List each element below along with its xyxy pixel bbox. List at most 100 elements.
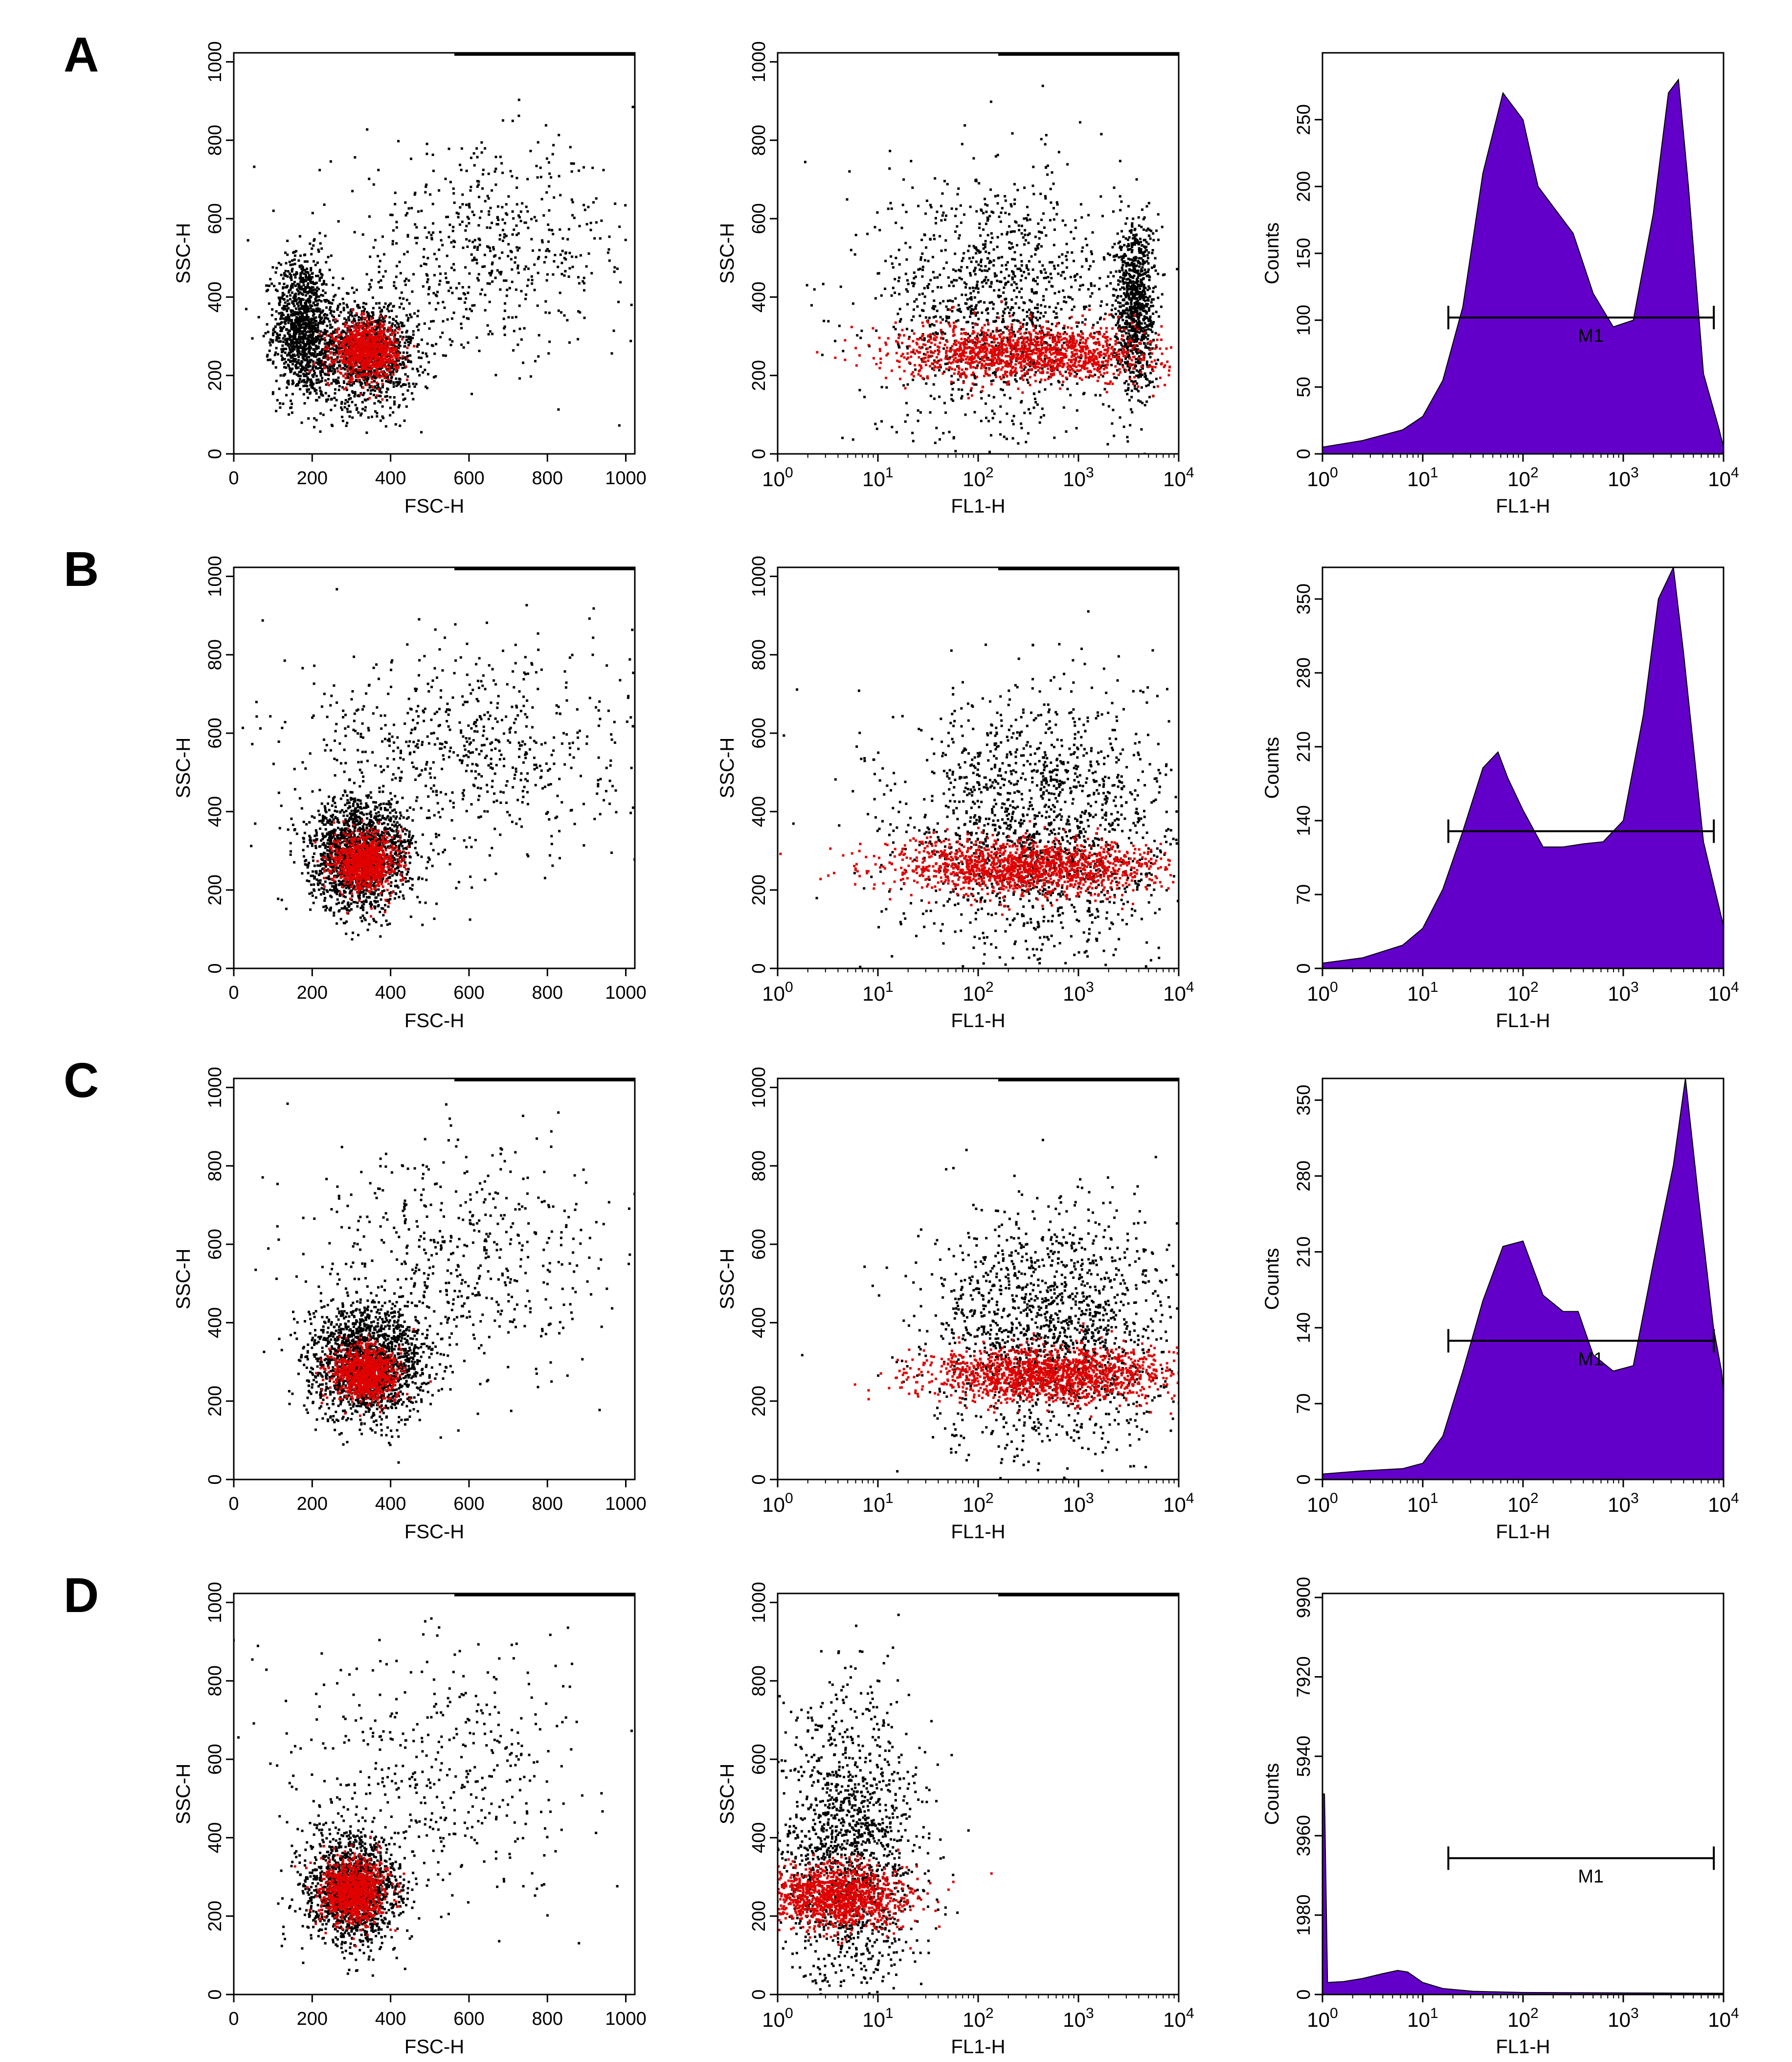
x-axis-label: FL1-H (1496, 495, 1550, 517)
scatter-cluster-ungated (778, 1614, 970, 1995)
y-tick-label: 0 (205, 1474, 225, 1484)
y-tick-label: 0 (1294, 1989, 1314, 1999)
y-axis-label: SSC-H (173, 1249, 194, 1309)
y-tick-label: 100 (1294, 305, 1314, 336)
x-tick-label: 102 (963, 1490, 993, 1516)
y-tick-label: 400 (205, 1307, 225, 1338)
saturation-band (998, 1593, 1179, 1596)
plot-frame (233, 1077, 636, 1480)
scatter-points (783, 610, 1179, 968)
scatter-cluster-gated (816, 300, 1173, 400)
x-tick-label: 104 (1163, 2005, 1194, 2031)
x-tick-label: 100 (1307, 979, 1338, 1005)
plot-data (1322, 1078, 1724, 1479)
y-tick-label: 1000 (749, 1067, 769, 1108)
x-tick-label: 104 (1708, 979, 1739, 1005)
marker-label: M1 (1578, 1349, 1604, 1369)
x-tick-label: 104 (1708, 1490, 1739, 1516)
y-tick-label: 9900 (1294, 1577, 1314, 1618)
plot-D-2: 0 200 400 600 800 1000 100 101 102 103 104 FL1-H SSC… (717, 1582, 1194, 2058)
y-tick-label: 600 (205, 1229, 225, 1259)
y-tick-label: 50 (1294, 377, 1314, 397)
x-tick-label: 800 (532, 468, 563, 489)
y-tick-label: 280 (1294, 1161, 1314, 1191)
saturation-band (998, 1078, 1179, 1081)
scatter-cluster-ungated (783, 610, 1179, 968)
x-tick-label: 600 (453, 2009, 484, 2029)
scatter-cluster-gated (778, 1849, 993, 1950)
x-tick-label: 102 (1507, 465, 1538, 491)
x-tick-label: 100 (762, 2005, 793, 2031)
y-tick-label: 800 (205, 639, 225, 670)
scatter-points (816, 300, 1173, 400)
scatter-cluster-ungated (246, 98, 635, 427)
y-tick-label: 1000 (205, 41, 225, 83)
marker-m1 (1447, 1846, 1715, 1870)
x-tick-label: 100 (1307, 1490, 1338, 1516)
plot-data (1322, 567, 1724, 968)
scatter-cluster-gated (315, 1328, 432, 1417)
y-tick-label: 5940 (1294, 1736, 1314, 1777)
scatter-points (277, 749, 444, 941)
y-tick-label: 70 (1294, 1393, 1314, 1414)
marker-label: M1 (1578, 326, 1604, 346)
x-tick-label: 101 (862, 465, 893, 491)
x-tick-label: 200 (297, 2009, 328, 2029)
histogram-area (1322, 567, 1724, 968)
x-tick-label: 200 (297, 1494, 328, 1514)
scatter-points (293, 1836, 405, 1948)
scatter-cluster-gated (314, 819, 410, 918)
x-tick-label: 101 (862, 2005, 893, 2031)
x-tick-label: 102 (1507, 1490, 1538, 1516)
y-tick-label: 70 (1294, 884, 1314, 905)
x-tick-label: 103 (1608, 465, 1638, 491)
y-tick-label: 200 (749, 1386, 769, 1416)
marker-m1 (1447, 1329, 1715, 1353)
x-tick-label: 102 (963, 2005, 993, 2031)
y-tick-label: 0 (205, 963, 225, 973)
x-tick-label: 100 (1307, 2005, 1338, 2031)
y-tick-label: 0 (205, 448, 225, 459)
y-tick-label: 210 (1294, 1236, 1314, 1267)
y-tick-label: 150 (1294, 238, 1314, 269)
y-tick-label: 600 (749, 1744, 769, 1774)
y-axis-label: Counts (1261, 1248, 1283, 1310)
y-tick-label: 0 (749, 448, 769, 459)
plot-data (1322, 1793, 1724, 1995)
x-tick-label: 800 (532, 1494, 563, 1514)
y-tick-label: 350 (1294, 583, 1314, 614)
panel-label-D: D (64, 1568, 99, 1623)
x-tick-label: 100 (762, 465, 793, 491)
y-tick-label: 1000 (749, 556, 769, 597)
x-axis-label: FSC-H (404, 2036, 464, 2058)
histogram-area (1322, 78, 1724, 454)
y-tick-label: 1000 (205, 1582, 225, 1623)
x-tick-label: 104 (1708, 465, 1739, 491)
plot-data (234, 1593, 635, 1977)
y-tick-label: 200 (749, 1901, 769, 1931)
y-axis-label: SSC-H (173, 223, 194, 284)
y-tick-label: 200 (1294, 171, 1314, 202)
x-tick-label: 104 (1163, 979, 1194, 1005)
scatter-cluster-gated (308, 309, 416, 401)
scatter-cluster-ungated (242, 588, 635, 921)
scatter-points (778, 1849, 993, 1950)
plot-D-3: M1 0 1980 3960 5940 7920 9900 100 101 102 103 104 FL… (1261, 1577, 1739, 2058)
y-tick-label: 400 (749, 282, 769, 313)
y-tick-label: 200 (205, 1901, 225, 1931)
x-tick-label: 101 (1407, 2005, 1438, 2031)
x-tick-label: 600 (453, 983, 484, 1003)
plot-frame (233, 566, 636, 969)
y-tick-label: 800 (749, 639, 769, 670)
y-tick-label: 3960 (1294, 1815, 1314, 1857)
x-tick-label: 103 (1063, 1490, 1094, 1516)
y-axis-label: SSC-H (173, 738, 194, 798)
y-tick-label: 250 (1294, 104, 1314, 135)
scatter-points (254, 1102, 635, 1432)
y-tick-label: 400 (205, 796, 225, 827)
x-tick-label: 600 (453, 1494, 484, 1514)
marker-m1 (1447, 819, 1715, 843)
scatter-cluster-ungated (234, 1617, 633, 1958)
plot-frame (233, 52, 636, 455)
plot-A-2: 0 200 400 600 800 1000 100 101 102 103 104 FL1-H SSC… (717, 41, 1194, 517)
